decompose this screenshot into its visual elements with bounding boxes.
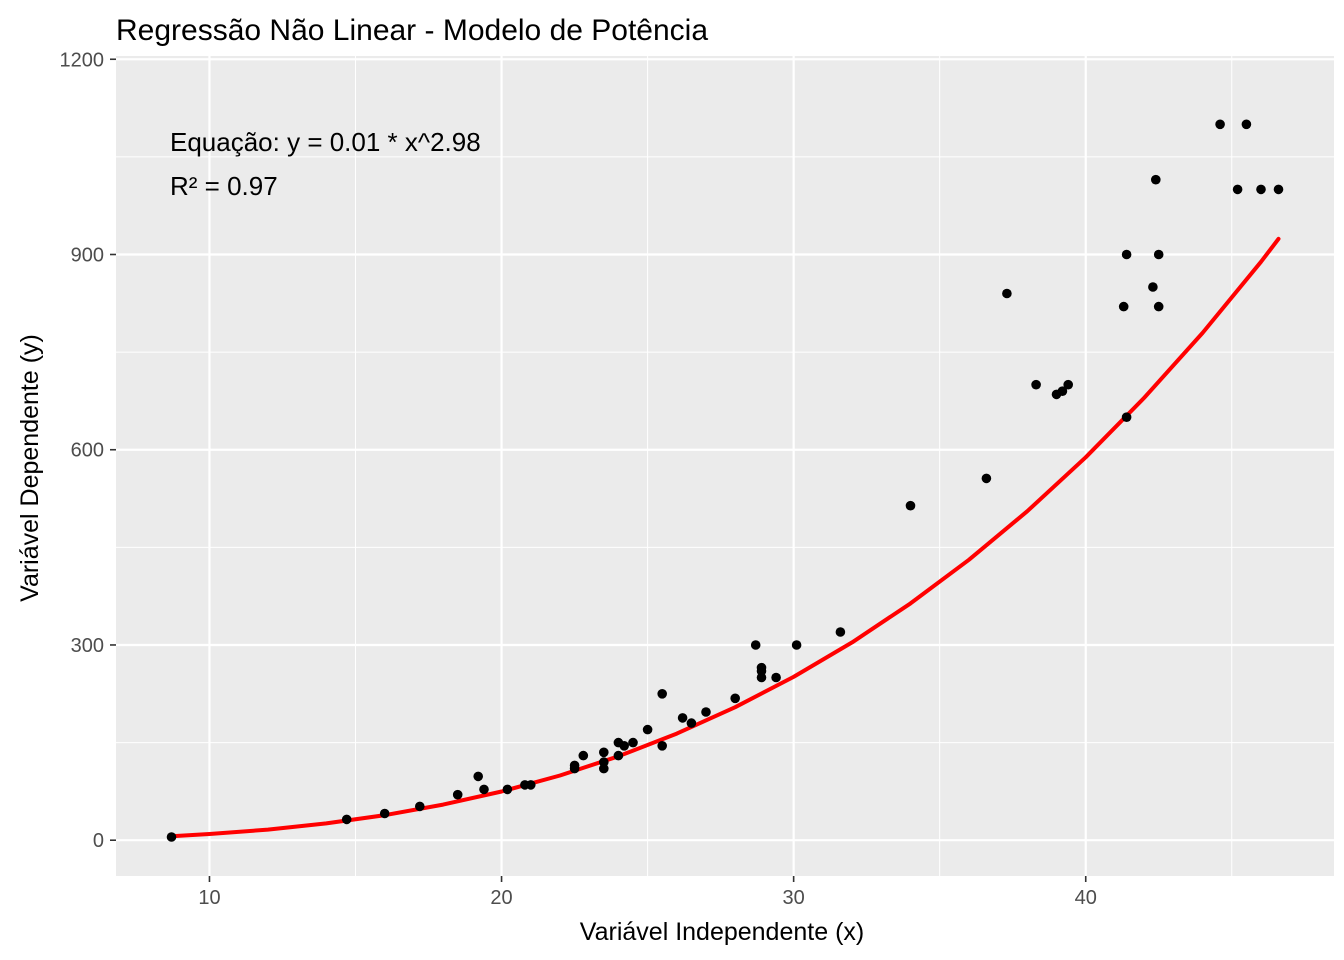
x-tick-label: 40 <box>1075 887 1097 909</box>
x-tick-label: 20 <box>490 887 512 909</box>
y-tick-label: 600 <box>71 440 104 462</box>
data-point <box>701 707 711 717</box>
data-point <box>1002 288 1012 299</box>
data-point <box>657 741 667 751</box>
data-point <box>166 832 177 842</box>
data-point <box>479 784 489 795</box>
axes: 10 20 30 40 0 300 600 900 1200 <box>60 49 1097 909</box>
annotation-text: Equação: y = 0.01 * x^2.98 <box>170 127 481 157</box>
data-point <box>599 757 609 767</box>
y-axis-title: Variável Dependente (y) <box>16 334 44 602</box>
data-point <box>1121 249 1132 260</box>
data-point <box>1118 301 1129 312</box>
data-point <box>578 750 589 761</box>
data-point <box>619 741 629 751</box>
y-tick-label: 1200 <box>60 49 105 71</box>
data-point <box>1153 249 1164 260</box>
data-point <box>569 760 580 771</box>
data-point <box>1153 301 1164 312</box>
x-axis-title: Variável Independente (x) <box>580 918 864 946</box>
chart-title: Regressão Não Linear - Modelo de Potênci… <box>116 14 708 47</box>
data-point <box>415 801 425 812</box>
y-tick-label: 900 <box>71 244 104 266</box>
data-point <box>599 747 609 758</box>
data-point <box>473 771 484 782</box>
data-point <box>613 750 624 761</box>
data-point <box>341 814 352 825</box>
plot-panel <box>116 56 1334 876</box>
data-point <box>526 780 536 790</box>
data-point <box>1273 184 1284 195</box>
y-tick-label: 300 <box>71 635 104 657</box>
data-point <box>642 724 653 735</box>
data-point <box>1232 184 1243 195</box>
data-point <box>1151 174 1161 185</box>
data-point <box>1057 386 1068 397</box>
data-point <box>1063 379 1073 390</box>
data-point <box>835 627 846 637</box>
data-point <box>905 500 916 511</box>
data-point <box>1031 379 1041 390</box>
data-point <box>981 473 992 484</box>
data-point <box>677 713 688 723</box>
grid <box>116 56 1334 876</box>
data-point <box>1121 412 1132 423</box>
data-point <box>502 784 513 795</box>
points <box>166 119 1284 842</box>
data-point <box>791 640 802 650</box>
data-point <box>750 640 761 650</box>
data-point <box>1256 184 1266 195</box>
x-tick-label: 10 <box>198 887 220 909</box>
data-point <box>657 689 667 699</box>
data-point <box>1148 282 1158 292</box>
data-point <box>628 737 638 748</box>
data-point <box>452 789 463 800</box>
data-point <box>686 718 697 728</box>
data-point <box>730 693 740 704</box>
data-point <box>1241 119 1252 130</box>
data-point <box>771 672 781 683</box>
x-tick-label: 30 <box>783 887 805 909</box>
data-point <box>1215 119 1225 130</box>
data-point <box>756 662 767 673</box>
annotation-text: R² = 0.97 <box>170 171 278 201</box>
y-tick-label: 0 <box>93 830 104 852</box>
annotations: Equação: y = 0.01 * x^2.98 R² = 0.97 <box>170 127 481 201</box>
data-point <box>379 808 390 819</box>
